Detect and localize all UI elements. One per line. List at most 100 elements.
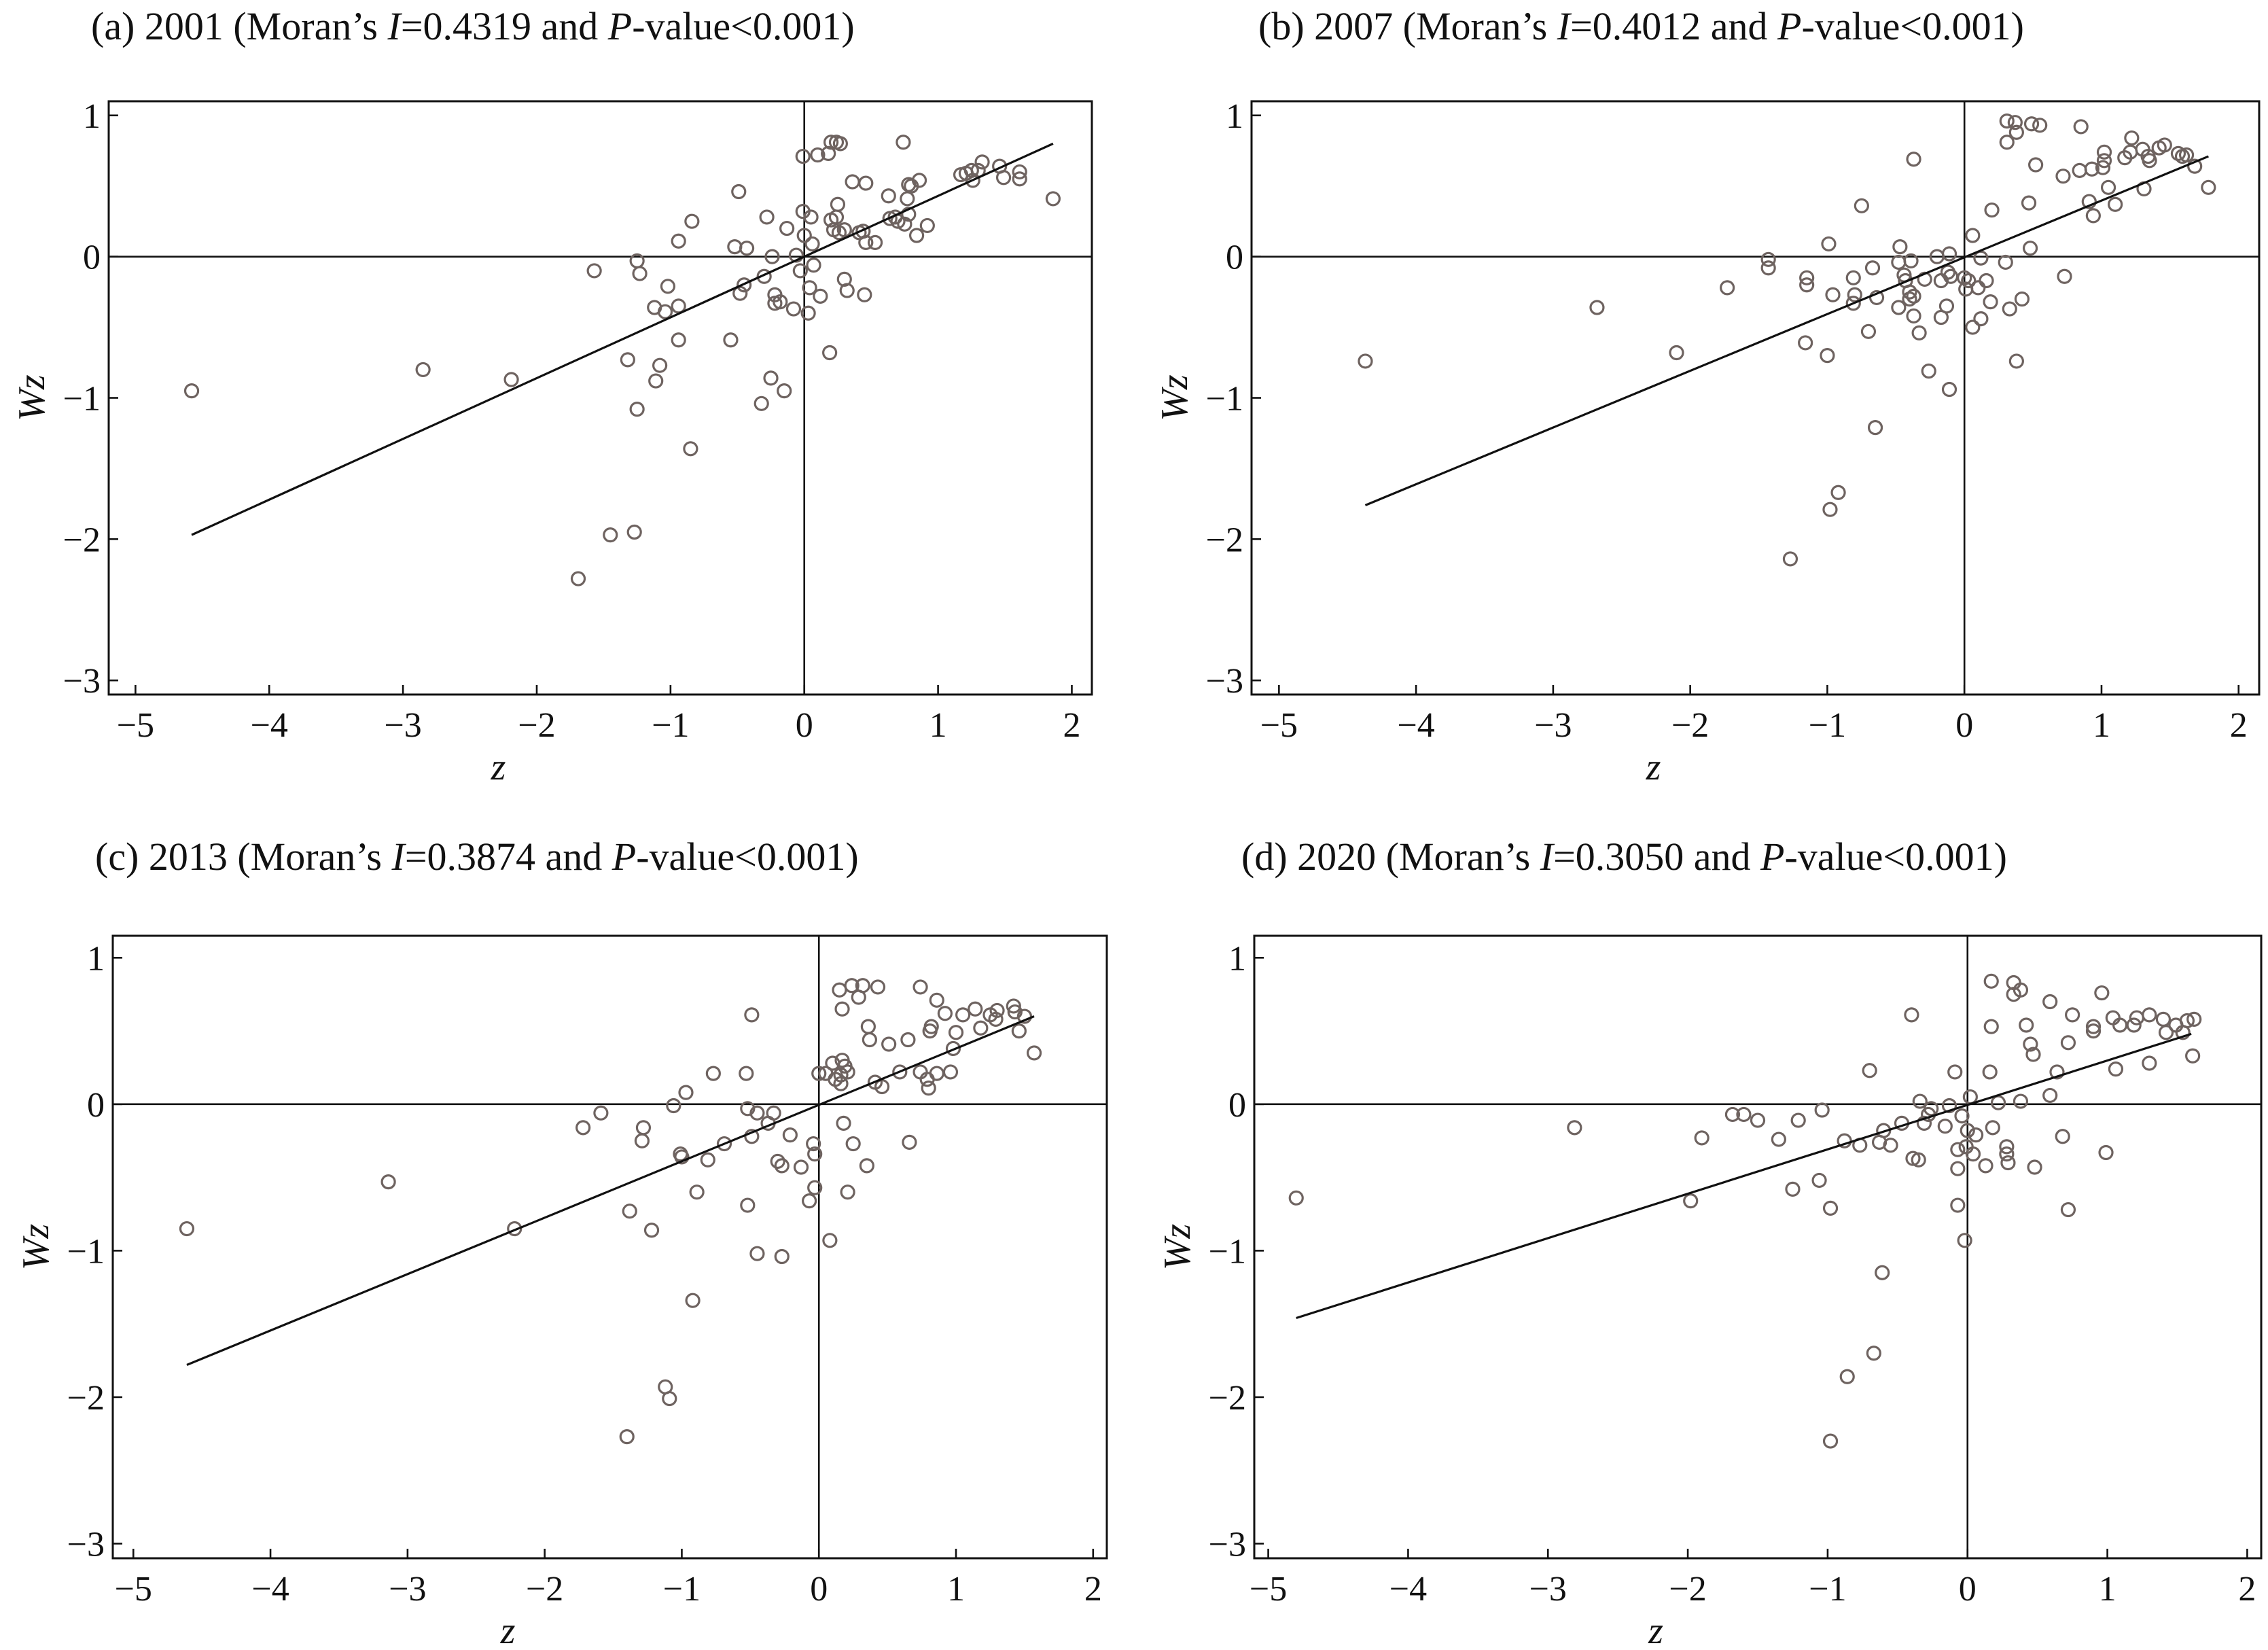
data-point — [570, 571, 586, 586]
data-point — [1750, 1112, 1766, 1128]
data-point — [1736, 1106, 1752, 1123]
data-point — [1970, 280, 1986, 296]
x-axis-label: z — [1646, 746, 1661, 788]
data-point — [635, 1120, 652, 1136]
data-point — [774, 1248, 790, 1265]
x-tick-label: 0 — [1959, 1570, 1977, 1609]
y-tick-label: −1 — [63, 380, 101, 419]
x-tick-label: −5 — [117, 706, 154, 745]
plot-frame — [107, 100, 1093, 696]
data-point — [955, 1007, 971, 1023]
y-tick-label: −2 — [63, 521, 101, 559]
data-point — [857, 287, 872, 302]
data-point — [1984, 202, 2000, 218]
data-point — [1921, 363, 1936, 379]
data-point — [823, 135, 839, 150]
data-point — [1906, 288, 1921, 304]
data-point — [1845, 296, 1861, 311]
x-tick-label: −1 — [652, 706, 689, 745]
data-point — [839, 283, 855, 298]
plot-frame — [1253, 934, 2263, 1560]
data-point — [929, 1066, 944, 1081]
panel-b-title: (b) 2007 (Moran’s I=0.4012 and P-value<0… — [1258, 4, 2024, 48]
data-point — [1864, 260, 1881, 276]
data-point — [2108, 1061, 2124, 1077]
data-point — [2055, 1129, 2070, 1144]
data-point — [802, 280, 817, 296]
regression-line — [191, 142, 1054, 536]
x-tick-label: 1 — [2099, 1570, 2116, 1609]
data-point — [2008, 353, 2024, 369]
data-point — [788, 247, 804, 263]
data-point — [1045, 191, 1061, 207]
data-point — [1589, 300, 1605, 315]
data-point — [807, 1146, 823, 1162]
y-tick-label: 0 — [1228, 1086, 1246, 1125]
x-tick-label: 2 — [2238, 1570, 2256, 1609]
x-tick-label: −4 — [251, 706, 288, 745]
data-point — [1892, 239, 1908, 255]
data-point — [2014, 291, 2030, 307]
data-point — [1669, 345, 1684, 361]
data-point — [1985, 1120, 2000, 1136]
data-point — [836, 1115, 851, 1131]
data-point — [2025, 1047, 2041, 1062]
data-point — [1847, 287, 1862, 302]
data-point — [945, 1040, 961, 1057]
x-tick-label: 2 — [1063, 706, 1080, 745]
data-point — [897, 216, 912, 232]
data-point — [908, 228, 925, 243]
data-point — [795, 148, 811, 164]
x-tick-label: −5 — [1250, 1570, 1287, 1609]
panel-c-title: (c) 2013 (Moran’s I=0.3874 and P-value<0… — [95, 835, 859, 879]
data-point — [678, 1085, 694, 1100]
data-point — [1999, 113, 2015, 129]
data-point — [764, 249, 780, 264]
data-point — [2007, 115, 2023, 130]
data-point — [380, 1174, 396, 1190]
data-point — [1924, 1101, 1939, 1117]
data-point — [810, 147, 826, 163]
data-point — [1814, 1102, 1830, 1118]
data-point — [793, 1159, 809, 1175]
regression-line — [186, 1015, 1035, 1366]
data-point — [1916, 1115, 1932, 1131]
data-point — [1903, 253, 1919, 268]
data-point — [937, 1006, 953, 1021]
data-point — [2023, 116, 2040, 132]
data-point — [919, 217, 935, 234]
data-point — [792, 263, 808, 279]
data-point — [2142, 1007, 2157, 1023]
data-point — [796, 228, 812, 243]
data-point — [1947, 1064, 1963, 1080]
data-point — [1026, 1045, 1042, 1061]
data-point — [1906, 308, 1921, 324]
x-tick-label: 1 — [929, 706, 947, 745]
data-point — [874, 1078, 890, 1095]
data-point — [2142, 153, 2157, 169]
data-point — [1911, 1152, 1926, 1168]
data-point — [1998, 254, 2013, 270]
data-point — [811, 1066, 827, 1081]
data-point — [740, 1197, 756, 1213]
x-tick-label: −1 — [1809, 1570, 1846, 1609]
panel-d: (d) 2020 (Moran’s I=0.3050 and P-value<0… — [1156, 835, 2263, 1650]
data-point — [1760, 260, 1776, 276]
data-point — [626, 524, 642, 540]
data-point — [632, 266, 648, 281]
data-point — [1868, 289, 1885, 306]
x-tick-label: −3 — [1534, 706, 1572, 745]
panel-a: (a) 2001 (Moran’s I=0.4319 and P-value<0… — [11, 4, 1093, 788]
data-point — [1965, 319, 1981, 335]
data-point — [773, 294, 788, 310]
data-point — [763, 370, 779, 386]
data-point — [2013, 982, 2029, 998]
data-point — [1941, 381, 1957, 398]
data-point — [652, 357, 668, 373]
data-point — [1957, 1233, 1972, 1248]
data-point — [881, 1036, 897, 1052]
data-point — [845, 174, 860, 190]
data-point — [1941, 246, 1957, 262]
